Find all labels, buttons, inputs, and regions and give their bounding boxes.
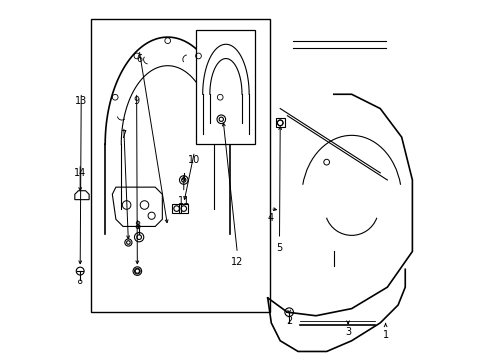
Bar <box>91 19 269 312</box>
Text: 7: 7 <box>121 130 126 140</box>
Text: 1: 1 <box>382 330 388 341</box>
Text: 10: 10 <box>188 156 200 165</box>
Text: 8: 8 <box>134 221 140 231</box>
Text: 14: 14 <box>74 168 86 178</box>
Text: 6: 6 <box>136 54 142 64</box>
Text: 3: 3 <box>345 327 350 337</box>
Text: 12: 12 <box>231 257 243 267</box>
Text: 11: 11 <box>177 197 189 206</box>
Bar <box>196 30 255 144</box>
Text: 13: 13 <box>75 96 87 107</box>
Text: 2: 2 <box>285 316 292 326</box>
Text: 5: 5 <box>276 243 282 253</box>
Text: 4: 4 <box>266 212 273 222</box>
Text: 9: 9 <box>133 96 140 107</box>
